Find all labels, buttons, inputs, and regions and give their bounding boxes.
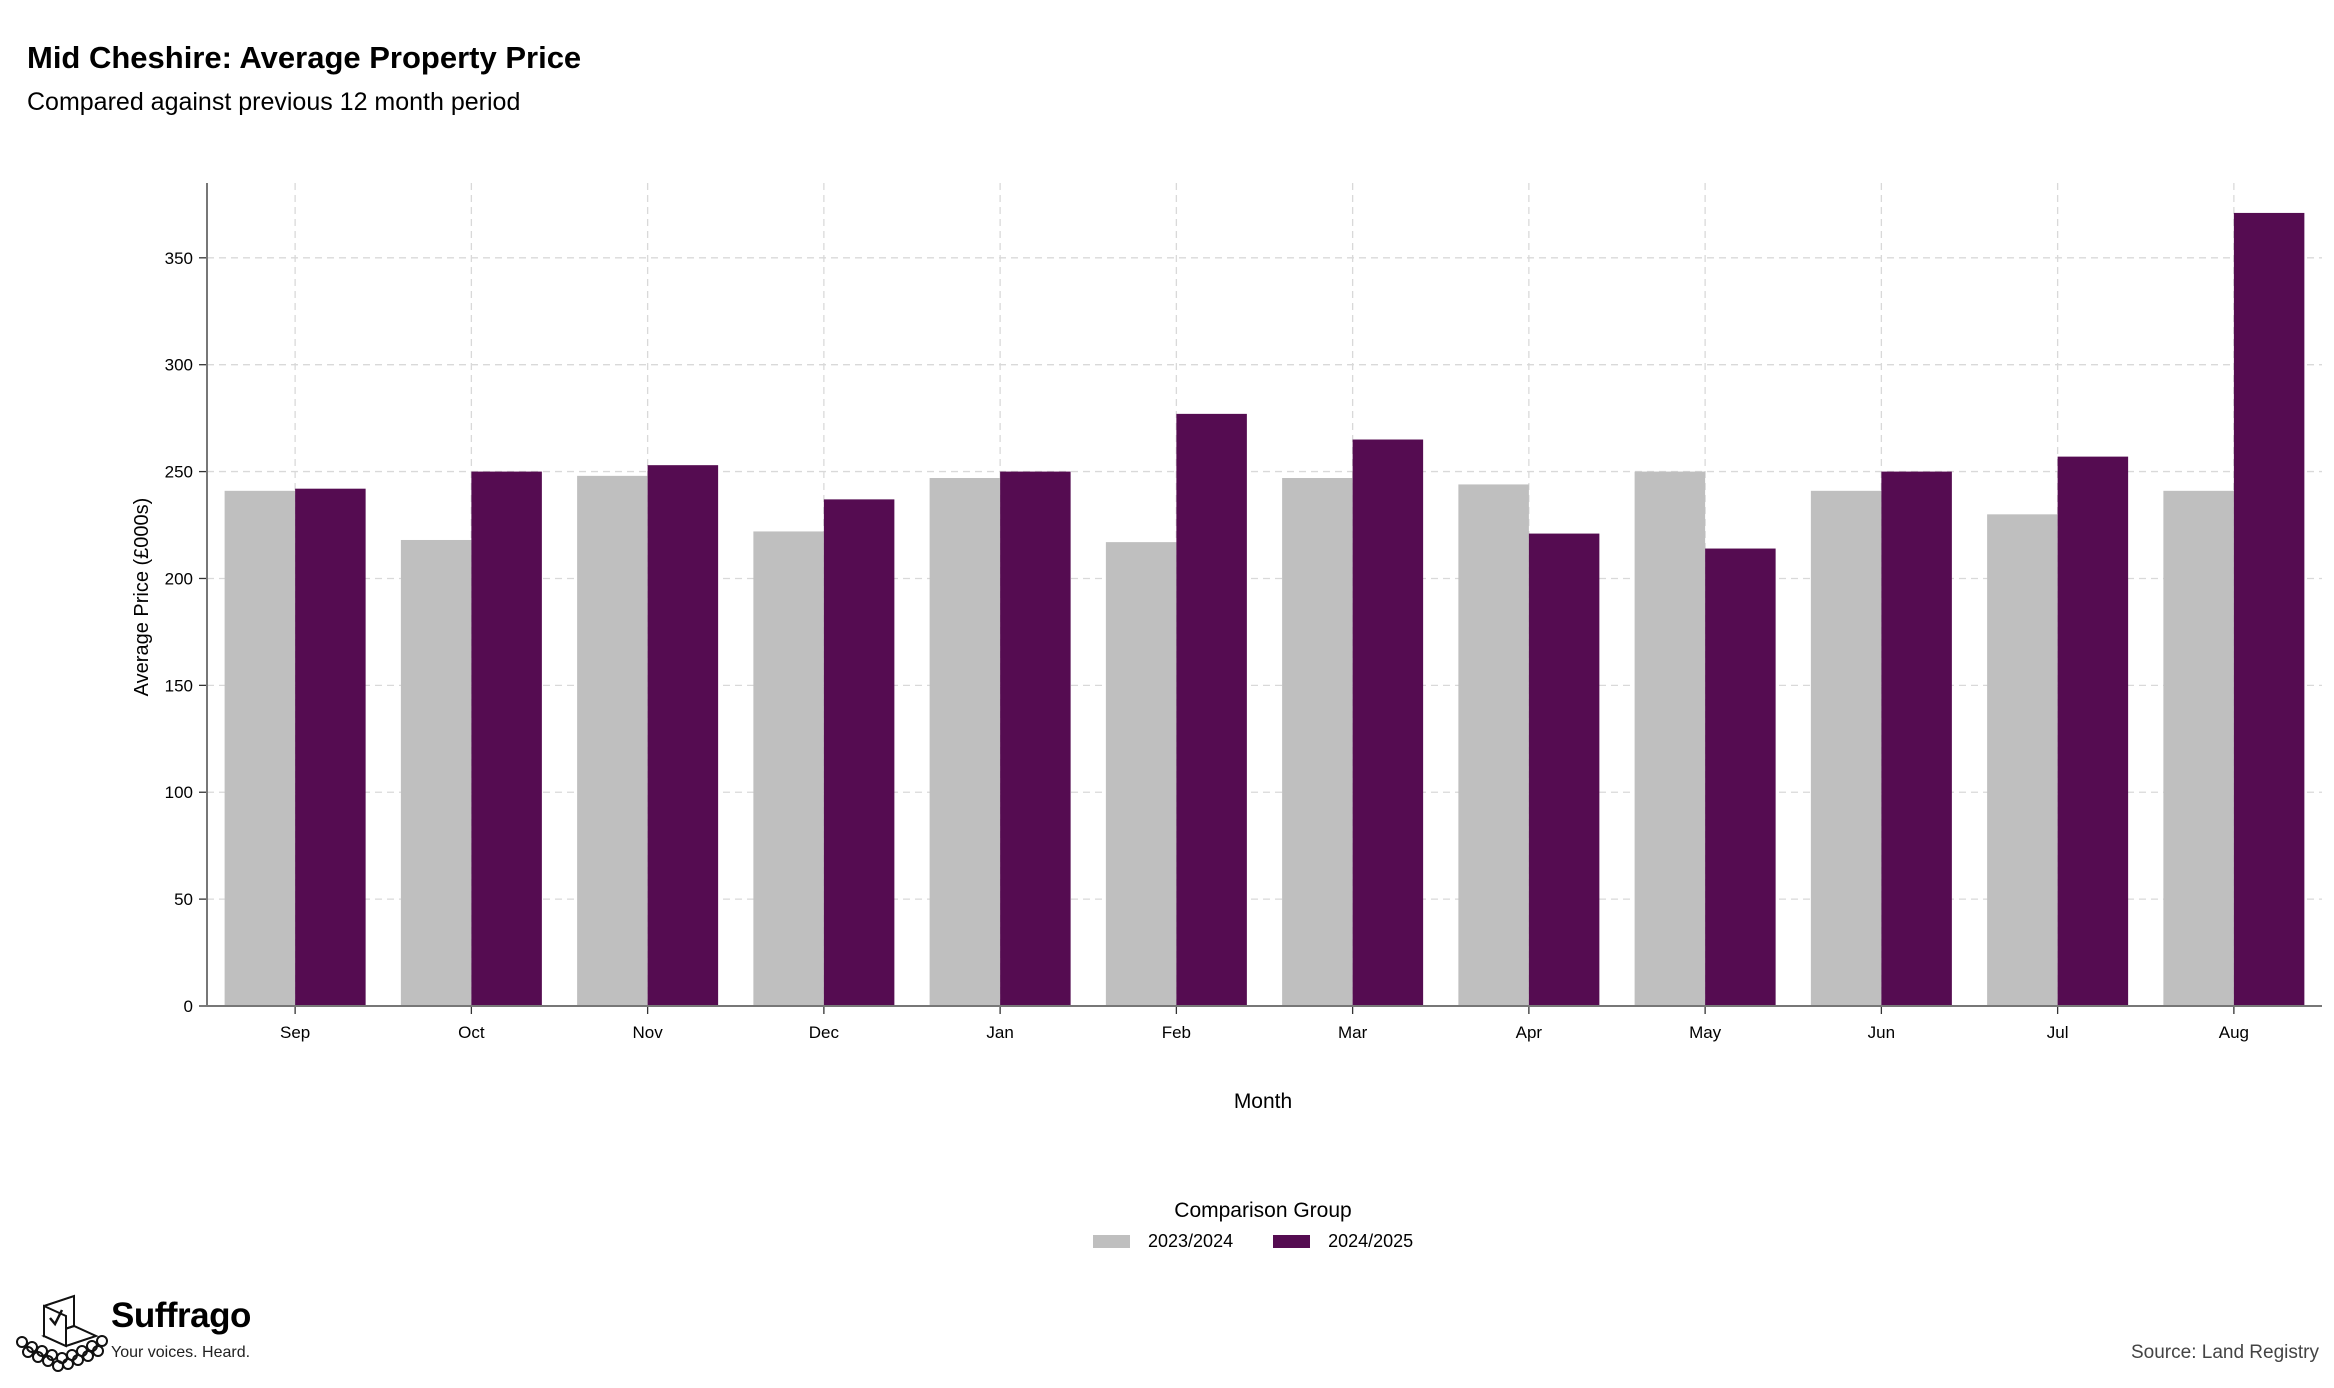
x-tick-label: Apr bbox=[1516, 1023, 1543, 1042]
bar-2023-2024-sep bbox=[224, 490, 296, 1006]
bars bbox=[224, 212, 2305, 1007]
legend-title: Comparison Group bbox=[1174, 1199, 1352, 1222]
x-axis-label: Month bbox=[1234, 1090, 1292, 1113]
bar-2024-2025-jul bbox=[2057, 456, 2129, 1006]
bar-2023-2024-apr bbox=[1458, 484, 1529, 1006]
legend-swatch bbox=[1093, 1235, 1130, 1248]
x-tick-label: Jan bbox=[986, 1023, 1013, 1042]
brand-name: Suffrago bbox=[111, 1296, 251, 1335]
bar-2024-2025-feb bbox=[1176, 413, 1247, 1006]
bar-2024-2025-nov bbox=[647, 465, 719, 1007]
x-tick-label: Aug bbox=[2219, 1023, 2249, 1042]
legend-label: 2023/2024 bbox=[1148, 1231, 1234, 1251]
bar-2023-2024-may bbox=[1634, 471, 1706, 1006]
legend-item-2024-2025: 2024/2025 bbox=[1273, 1231, 1413, 1252]
x-tick-label: Nov bbox=[633, 1023, 664, 1042]
x-tick-label: Oct bbox=[458, 1023, 485, 1042]
legend-label: 2024/2025 bbox=[1328, 1231, 1414, 1251]
x-tick-label: May bbox=[1689, 1023, 1722, 1042]
ballot-box-icon bbox=[16, 1294, 108, 1372]
legend-swatch bbox=[1273, 1235, 1311, 1248]
bar-2023-2024-feb bbox=[1105, 542, 1177, 1006]
bar-2024-2025-apr bbox=[1528, 533, 1600, 1006]
bar-2023-2024-oct bbox=[400, 539, 472, 1006]
bar-2024-2025-mar bbox=[1352, 439, 1424, 1006]
bar-2023-2024-nov bbox=[577, 475, 648, 1006]
y-tick-label: 200 bbox=[165, 569, 193, 588]
y-tick-label: 350 bbox=[165, 249, 193, 268]
chart-title: Mid Cheshire: Average Property Price bbox=[27, 40, 582, 75]
y-axis-label: Average Price (£000s) bbox=[131, 498, 153, 697]
x-tick-label: Sep bbox=[280, 1023, 310, 1042]
bar-2023-2024-aug bbox=[2163, 490, 2234, 1006]
bar-2024-2025-dec bbox=[823, 499, 895, 1006]
legend: 2023/2024 2024/2025 bbox=[1093, 1231, 1453, 1252]
bar-2023-2024-dec bbox=[753, 531, 824, 1006]
x-tick-label: Feb bbox=[1162, 1023, 1191, 1042]
axes: 0 50 100 150 200 250 300 350 Sep Oct Nov Dec Jan Feb M… bbox=[165, 183, 2322, 1042]
bar-2023-2024-mar bbox=[1282, 477, 1353, 1006]
legend-item-2023-2024: 2023/2024 bbox=[1093, 1231, 1233, 1252]
bar-chart: 0 50 100 150 200 250 300 350 Sep Oct Nov Dec Jan Feb M… bbox=[131, 183, 2322, 1113]
chart-subtitle: Compared against previous 12 month perio… bbox=[27, 88, 521, 116]
brand-tagline: Your voices. Heard. bbox=[111, 1344, 251, 1361]
y-tick-label: 0 bbox=[184, 997, 193, 1016]
x-tick-label: Dec bbox=[809, 1023, 840, 1042]
y-tick-label: 150 bbox=[165, 676, 193, 695]
y-tick-label: 250 bbox=[165, 463, 193, 482]
bar-2023-2024-jan bbox=[929, 477, 1001, 1006]
source-note: Source: Land Registry bbox=[2131, 1342, 2319, 1363]
bar-2024-2025-jun bbox=[1881, 471, 1952, 1006]
bar-2024-2025-jan bbox=[1000, 471, 1071, 1006]
x-tick-label: Mar bbox=[1338, 1023, 1368, 1042]
bar-2024-2025-aug bbox=[2233, 212, 2305, 1007]
bar-2023-2024-jun bbox=[1810, 490, 1882, 1006]
bar-2024-2025-sep bbox=[295, 488, 366, 1007]
bar-2024-2025-oct bbox=[471, 471, 542, 1006]
x-tick-label: Jul bbox=[2047, 1023, 2069, 1042]
y-tick-label: 50 bbox=[174, 890, 193, 909]
y-tick-label: 100 bbox=[165, 783, 193, 802]
y-tick-label: 300 bbox=[165, 356, 193, 375]
bar-2023-2024-jul bbox=[1987, 514, 2058, 1006]
x-tick-label: Jun bbox=[1868, 1023, 1895, 1042]
bar-2024-2025-may bbox=[1705, 548, 1776, 1006]
